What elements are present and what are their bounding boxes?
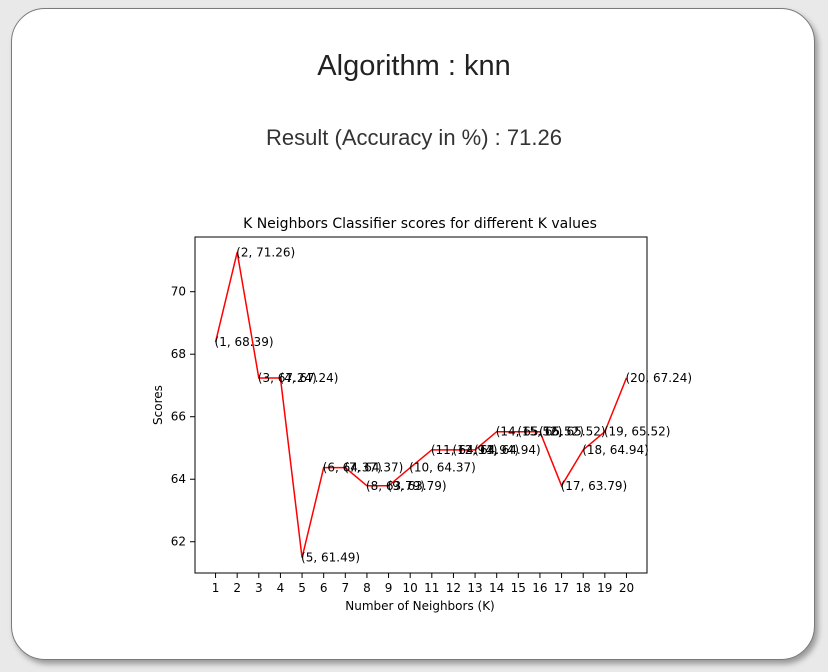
x-tick-label: 1 [212, 581, 220, 595]
x-tick-label: 20 [619, 581, 634, 595]
x-tick-label: 11 [424, 581, 439, 595]
y-axis-label: Scores [151, 385, 165, 425]
x-tick-label: 13 [467, 581, 482, 595]
algorithm-heading: Algorithm : knn [317, 50, 511, 82]
x-tick-label: 12 [446, 581, 461, 595]
x-tick-label: 14 [489, 581, 504, 595]
x-tick-label: 9 [385, 581, 393, 595]
point-label: (20, 67.24) [625, 371, 692, 385]
x-tick-label: 7 [341, 581, 349, 595]
y-tick-label: 70 [171, 285, 186, 299]
result-accuracy-text: Result (Accuracy in %) : 71.26 [266, 125, 562, 150]
point-label: (13, 64.94) [474, 443, 541, 457]
x-axis-label: Number of Neighbors (K) [345, 599, 495, 613]
point-label: (3, 67.24) [258, 371, 317, 385]
point-label: (14, 65.52) [496, 425, 563, 439]
point-label: (2, 71.26) [236, 245, 295, 259]
x-tick-label: 4 [277, 581, 285, 595]
point-label: (17, 63.79) [561, 479, 628, 493]
x-tick-label: 19 [597, 581, 612, 595]
x-tick-label: 5 [298, 581, 306, 595]
scores-line [214, 252, 628, 558]
point-label: (1, 68.39) [215, 335, 274, 349]
point-label: (16, 65.52) [539, 425, 606, 439]
point-label: (18, 64.94) [582, 443, 649, 457]
x-tick-label: 10 [403, 581, 418, 595]
x-tick-label: 8 [363, 581, 371, 595]
point-label: (8, 63.79) [366, 479, 425, 493]
point-label: (6, 64.37) [323, 461, 382, 475]
x-tick-label: 18 [576, 581, 591, 595]
point-label: (4, 67.24) [279, 371, 338, 385]
y-tick-label: 68 [171, 347, 186, 361]
y-tick-label: 62 [171, 535, 186, 549]
point-label: (7, 64.37) [344, 461, 403, 475]
x-tick-label: 3 [255, 581, 263, 595]
x-tick-label: 6 [320, 581, 328, 595]
chart-title: K Neighbors Classifier scores for differ… [243, 216, 597, 232]
x-tick-label: 2 [233, 581, 241, 595]
x-tick-label: 15 [511, 581, 526, 595]
result-card [11, 8, 815, 660]
y-tick-label: 64 [171, 472, 186, 486]
plot-frame [194, 236, 648, 574]
point-label: (15, 65.52) [517, 425, 584, 439]
point-label: (10, 64.37) [409, 461, 476, 475]
point-label: (19, 65.52) [604, 425, 671, 439]
point-label: (5, 61.49) [301, 551, 360, 565]
point-label: (9, 63.79) [388, 479, 447, 493]
point-label: (12, 64.94) [452, 443, 519, 457]
x-tick-label: 16 [532, 581, 547, 595]
point-label: (11, 64.94) [431, 443, 498, 457]
y-tick-label: 66 [171, 410, 186, 424]
x-tick-label: 17 [554, 581, 569, 595]
